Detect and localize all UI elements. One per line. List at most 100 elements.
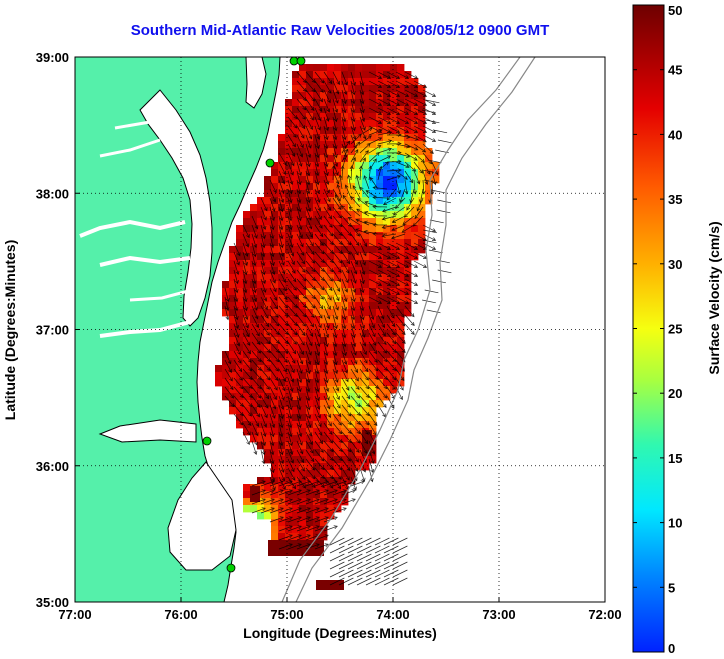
velocity-cell [292,267,300,275]
velocity-cell [313,351,321,359]
velocity-cell [355,78,363,86]
velocity-cell [327,239,335,247]
velocity-cell [257,239,265,247]
velocity-cell [285,295,293,303]
velocity-cell [313,162,321,170]
velocity-cell [264,484,272,492]
velocity-cell [313,484,321,492]
velocity-cell [362,78,370,86]
velocity-cell [327,260,335,268]
velocity-cell [341,414,349,422]
velocity-cell [334,281,342,289]
x-axis-ticks: 77:00 76:00 75:00 74:00 73:00 72:00 [58,597,622,622]
velocity-cell [320,71,328,79]
velocity-cell [229,372,237,380]
velocity-cell [264,456,272,464]
velocity-cell [397,288,405,296]
velocity-cell [306,323,314,331]
velocity-cell [355,253,363,261]
velocity-cell [411,99,419,107]
velocity-cell [383,386,391,394]
velocity-cell [320,260,328,268]
velocity-cell [271,260,279,268]
velocity-cell [320,470,328,478]
velocity-cell [327,400,335,408]
velocity-cell [397,120,405,128]
velocity-cell [404,155,412,163]
radar-site-marker [226,563,236,573]
velocity-cell [250,267,258,275]
velocity-cell [376,197,384,205]
velocity-cell [264,183,272,191]
velocity-cell [250,302,258,310]
velocity-cell [243,316,251,324]
velocity-cell [334,323,342,331]
velocity-cell [236,309,244,317]
velocity-cell [285,365,293,373]
velocity-cell [292,365,300,373]
velocity-cell [327,274,335,282]
velocity-cell [271,435,279,443]
velocity-cell [292,197,300,205]
velocity-cell [320,99,328,107]
velocity-cell [369,197,377,205]
velocity-cell [299,365,307,373]
velocity-cell [334,470,342,478]
velocity-cell [390,134,398,142]
velocity-cell [285,351,293,359]
velocity-cell [355,323,363,331]
velocity-cell [320,232,328,240]
velocity-cell [334,148,342,156]
velocity-cell [418,246,426,254]
velocity-cell [348,155,356,163]
velocity-cell [306,330,314,338]
velocity-cell [299,106,307,114]
velocity-cell [355,337,363,345]
velocity-cell [383,169,391,177]
velocity-cell [229,337,237,345]
velocity-cell [348,330,356,338]
velocity-cell [334,379,342,387]
velocity-cell [320,379,328,387]
velocity-cell [320,92,328,100]
velocity-cell [327,309,335,317]
velocity-cell [341,127,349,135]
velocity-cell [376,162,384,170]
velocity-cell [306,295,314,303]
colorbar-tick-label: 5 [668,580,675,595]
velocity-cell [425,183,433,191]
velocity-cell [285,463,293,471]
velocity-cell [404,274,412,282]
velocity-cell [383,71,391,79]
velocity-cell [257,400,265,408]
velocity-cell [355,190,363,198]
velocity-cell [348,435,356,443]
velocity-cell [383,120,391,128]
velocity-cell [257,379,265,387]
velocity-cell [257,498,265,506]
velocity-cell [397,155,405,163]
velocity-cell [257,323,265,331]
velocity-cell [271,183,279,191]
velocity-cell [292,281,300,289]
velocity-cell [404,71,412,79]
velocity-cell [257,246,265,254]
velocity-cell [432,176,440,184]
velocity-cell [327,127,335,135]
velocity-cell [285,246,293,254]
velocity-cell [229,351,237,359]
velocity-cell [376,71,384,79]
velocity-cell [285,281,293,289]
velocity-cell [341,183,349,191]
velocity-cell [390,169,398,177]
velocity-cell [278,260,286,268]
velocity-cell [383,330,391,338]
velocity-cell [271,428,279,436]
velocity-cell [285,435,293,443]
velocity-cell [306,456,314,464]
velocity-cell [362,337,370,345]
velocity-cell [383,190,391,198]
velocity-cell [278,239,286,247]
velocity-cell [299,169,307,177]
velocity-cell [264,218,272,226]
